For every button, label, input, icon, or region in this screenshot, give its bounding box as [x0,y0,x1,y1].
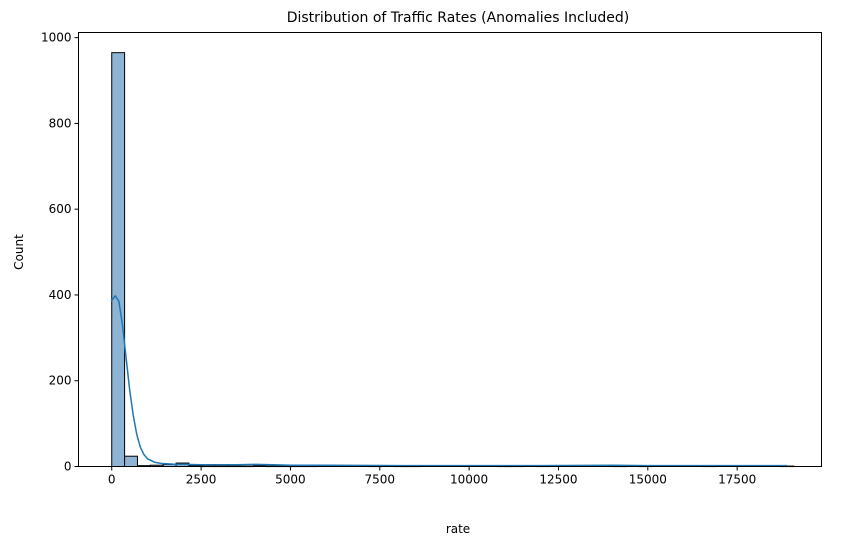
x-tick-label: 7500 [365,473,396,487]
y-tick-label: 400 [49,288,72,302]
histogram-bar [124,455,138,468]
x-tick-label: 17500 [718,473,756,487]
y-tick-label: 600 [49,202,72,216]
y-tick-label: 0 [64,460,72,474]
x-tick-label: 0 [108,473,116,487]
x-tick-label: 2500 [186,473,217,487]
x-tick-label: 12500 [539,473,577,487]
x-tick-label: 10000 [450,473,488,487]
x-tick-label: 15000 [629,473,667,487]
x-axis-title: rate [446,522,470,536]
y-tick-label: 1000 [41,31,72,45]
kde-layer [110,295,788,467]
histogram-bar [111,52,126,467]
kde-line [110,295,788,467]
histogram-bars [111,52,795,468]
y-axis-ticks: 0 200 400 600 800 1000 [41,31,79,474]
y-axis-title: Count [12,234,26,270]
y-tick-label: 800 [49,116,72,130]
chart-title: Distribution of Traffic Rates (Anomalies… [287,10,630,26]
x-tick-label: 5000 [275,473,306,487]
plot-frame [78,32,822,467]
y-tick-label: 200 [49,374,72,388]
x-axis-ticks: 0 2500 5000 7500 10000 12500 15000 17500 [108,466,756,487]
